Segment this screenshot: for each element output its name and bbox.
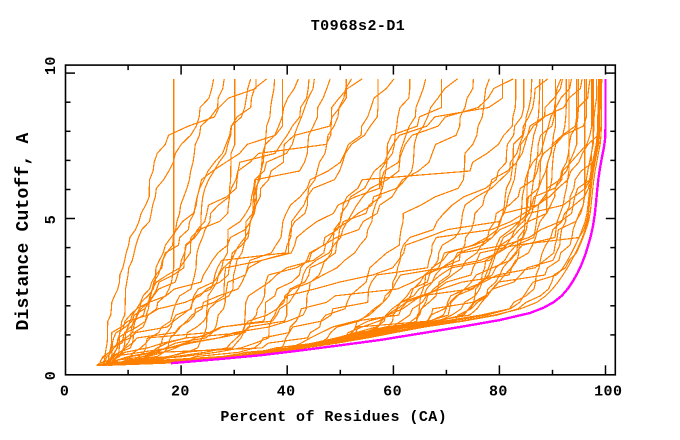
svg-text:Percent of Residues (CA): Percent of Residues (CA)	[220, 409, 447, 426]
svg-text:0: 0	[60, 384, 69, 401]
svg-text:0: 0	[43, 371, 60, 380]
svg-text:60: 60	[383, 384, 402, 401]
svg-text:20: 20	[171, 384, 190, 401]
svg-text:10: 10	[43, 56, 60, 75]
svg-text:80: 80	[489, 384, 508, 401]
svg-text:Distance Cutoff, A: Distance Cutoff, A	[14, 132, 34, 330]
svg-text:T0968s2-D1: T0968s2-D1	[311, 18, 406, 35]
svg-text:100: 100	[594, 384, 622, 401]
svg-text:5: 5	[43, 215, 60, 224]
svg-text:40: 40	[277, 384, 296, 401]
